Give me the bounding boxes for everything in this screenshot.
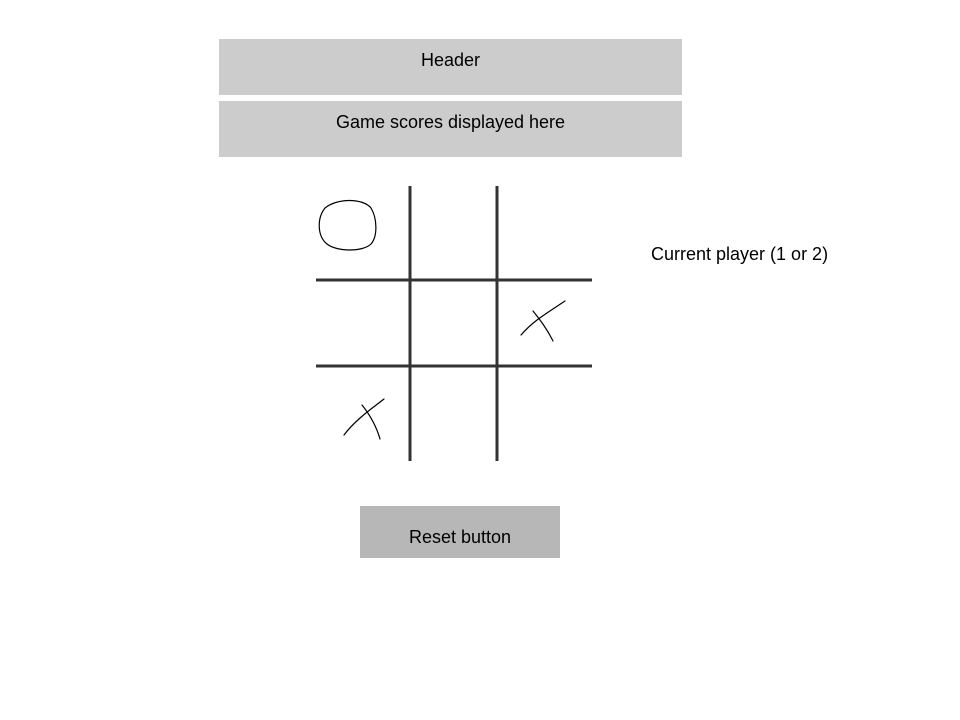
board-cell-r1-c2[interactable] (410, 186, 497, 280)
board-cell-r3-c2[interactable] (410, 366, 497, 462)
board-cell-r3-c1[interactable] (316, 366, 410, 462)
scores-panel: Game scores displayed here (219, 101, 682, 157)
board-cell-r2-c1[interactable] (316, 280, 410, 366)
header-title: Header (420, 50, 481, 70)
x-mark (343, 398, 385, 440)
marks-layer (318, 199, 566, 440)
board-grid (316, 186, 592, 461)
x-mark (520, 300, 566, 342)
o-mark (318, 199, 377, 251)
board-cell-r1-c3[interactable] (497, 186, 592, 280)
board-cell-r1-c1[interactable] (316, 186, 410, 280)
scores-text: Game scores displayed here (335, 112, 566, 132)
header-bar: Header (219, 39, 682, 95)
board-cell-r2-c3[interactable] (497, 280, 592, 366)
current-player-indicator: Current player (1 or 2) (651, 244, 829, 264)
board-cell-r2-c2[interactable] (410, 280, 497, 366)
board-cell-r3-c3[interactable] (497, 366, 592, 462)
game-board (314, 184, 594, 464)
reset-button[interactable]: Reset button (360, 506, 560, 558)
